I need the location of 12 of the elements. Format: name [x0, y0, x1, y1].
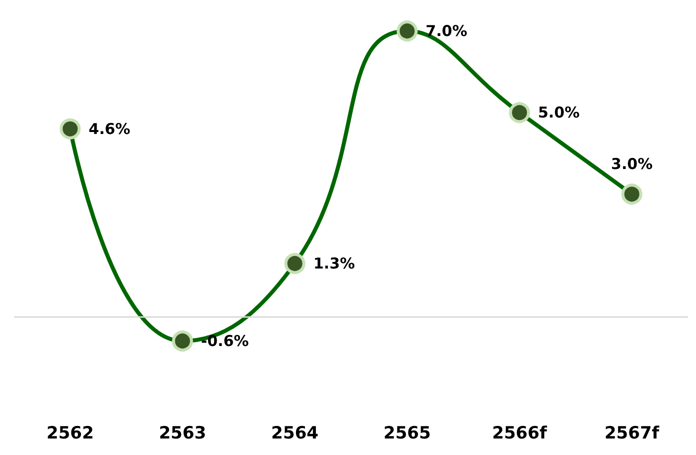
x-tick-label: 2564 [271, 424, 319, 444]
data-label: -0.6% [201, 332, 249, 350]
x-tick-label: 2562 [46, 424, 94, 444]
data-label: 5.0% [538, 104, 580, 122]
x-tick-label: 2565 [384, 424, 431, 444]
x-tick-label: 2567f [604, 424, 660, 444]
data-label: 3.0% [611, 155, 653, 174]
data-label: 7.0% [426, 22, 468, 40]
x-tick-label: 2563 [158, 424, 206, 444]
data-label: 4.6% [88, 120, 130, 138]
x-tick-label: 2566f [492, 424, 548, 444]
data-label: 1.3% [313, 254, 355, 272]
